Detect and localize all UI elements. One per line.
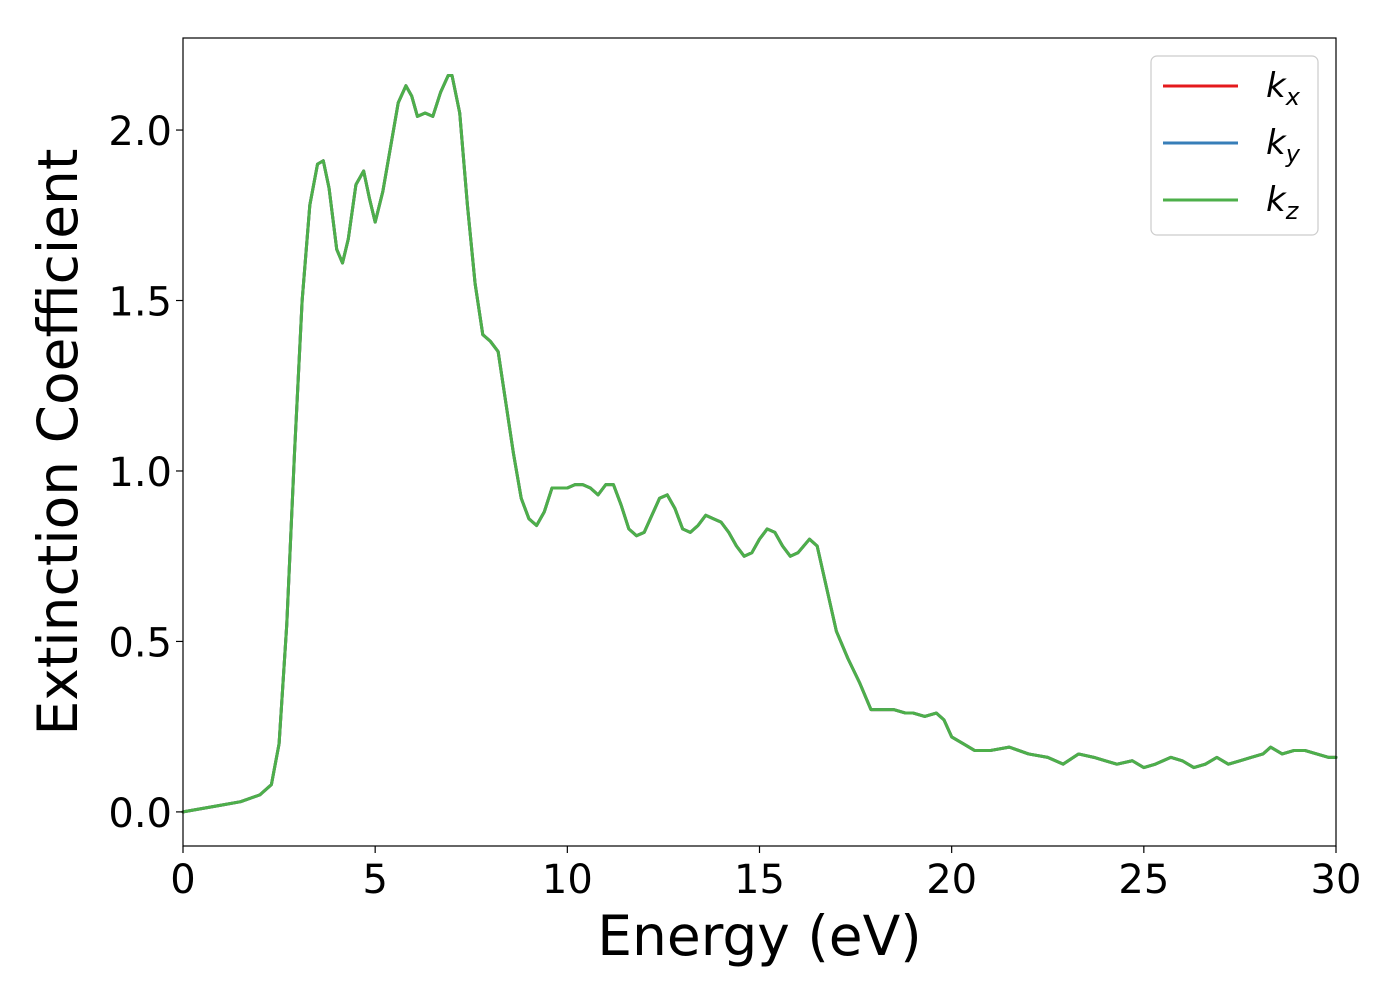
legend-label-x: kx [1266, 66, 1301, 111]
y-tick-label: 2.0 [108, 109, 172, 155]
series-layer [181, 74, 1338, 814]
legend-label-y: ky [1266, 123, 1301, 168]
legend-label-z: kz [1266, 180, 1300, 225]
x-tick-label: 10 [542, 857, 593, 903]
y-tick-label: 0.0 [108, 791, 172, 837]
x-tick-label: 30 [1311, 857, 1362, 903]
x-tick-label: 20 [926, 857, 977, 903]
x-tick-label: 0 [170, 857, 195, 903]
series-line-z [181, 74, 1338, 814]
x-axis-label: Energy (eV) [597, 904, 921, 968]
x-tick-label: 25 [1118, 857, 1169, 903]
ticks-layer: 0 5 10 15 20 25 30 0.0 0.5 1.0 1.5 2.0 [108, 109, 1361, 903]
legend-frame [1150, 55, 1319, 236]
y-tick-label: 0.5 [108, 620, 172, 666]
x-tick-label: 5 [362, 857, 387, 903]
x-tick-label: 15 [734, 857, 785, 903]
y-axis-label: Extinction Coefficient [26, 149, 90, 736]
y-tick-label: 1.0 [108, 450, 172, 496]
legend: kx ky kz [1150, 55, 1319, 236]
y-tick-label: 1.5 [108, 280, 172, 326]
